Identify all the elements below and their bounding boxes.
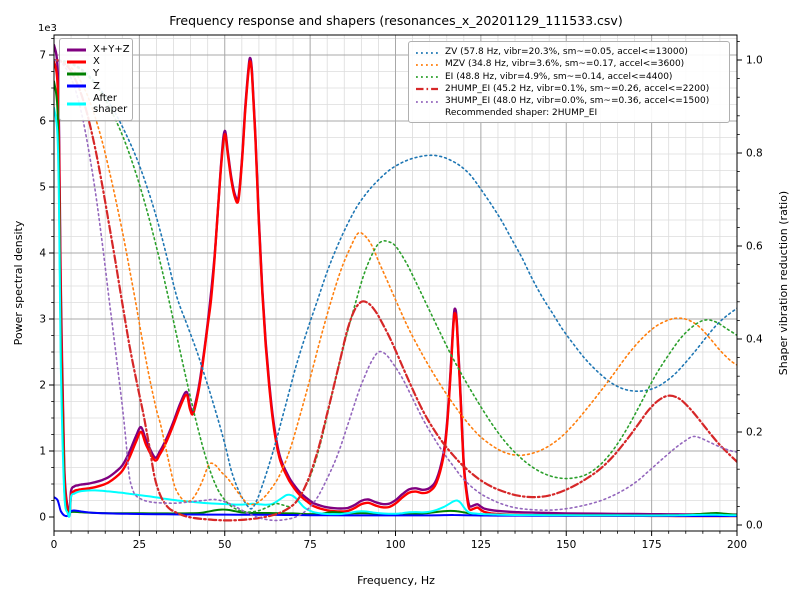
y-right-tick-label: 0.2 (746, 427, 763, 439)
y-left-tick-label: 1 (39, 446, 46, 458)
x-tick-label: 175 (642, 539, 662, 551)
chart-title: Frequency response and shapers (resonanc… (169, 13, 622, 28)
series-x-y-z (54, 43, 737, 516)
legend-entry: X+Y+Z (66, 44, 130, 55)
legend-entry-label: 3HUMP_EI (48.0 Hz, vibr=0.0%, sm~=0.36, … (445, 96, 710, 106)
legend-entry: ZV (57.8 Hz, vibr=20.3%, sm~=0.05, accel… (415, 47, 723, 58)
y-left-tick-label: 0 (39, 512, 46, 524)
legend-line-swatch (67, 102, 86, 106)
y-left-tick-label: 3 (39, 314, 46, 326)
series-mzv (54, 59, 737, 506)
y-left-tick-label: 5 (39, 182, 46, 194)
series-3hump-ei (54, 59, 737, 522)
legend-entry: After shaper (66, 92, 128, 115)
x-tick-label: 25 (133, 539, 146, 551)
legend-shapers: ZV (57.8 Hz, vibr=20.3%, sm~=0.05, accel… (408, 41, 730, 124)
data-curves (54, 43, 737, 522)
x-tick-label: 200 (727, 539, 747, 551)
x-tick-label: 125 (471, 539, 491, 551)
y-axis-offset-label: 1e3 (38, 23, 57, 34)
axis-tick-labels: 0 25 50 75 100 125 150 175 200 0 1 2 3 4 5 6 7 0.0 0.2 0.4 0… (39, 50, 763, 552)
y-left-tick-label: 7 (39, 50, 46, 62)
y-right-tick-label: 0.0 (746, 520, 763, 532)
series-zv (54, 59, 737, 510)
legend-recommended-shaper: Recommended shaper: 2HUMP_EI (445, 108, 598, 119)
y-right-tick-label: 0.8 (746, 148, 763, 160)
y-left-tick-label: 6 (39, 116, 46, 128)
x-tick-label: 100 (385, 539, 405, 551)
x-tick-label: 0 (51, 539, 58, 551)
legend-entry-label: Y (93, 68, 100, 80)
legend-entry: EI (48.8 Hz, vibr=4.9%, sm~=0.14, accel<… (415, 72, 723, 83)
y-axis-label-right: Shaper vibration reduction (ratio) (777, 191, 790, 375)
x-axis-label: Frequency, Hz (357, 574, 435, 587)
legend-line-swatch (416, 100, 438, 103)
legend-line-swatch (67, 72, 86, 76)
series-ei (54, 59, 737, 513)
legend-entry: 2HUMP_EI (45.2 Hz, vibr=0.1%, sm~=0.26, … (415, 84, 723, 95)
x-tick-label: 50 (218, 539, 231, 551)
legend-line-swatch (416, 76, 438, 79)
legend-entry-label: 2HUMP_EI (45.2 Hz, vibr=0.1%, sm~=0.26, … (445, 83, 710, 94)
axis-ticks (49, 38, 742, 536)
legend-line-swatch (67, 84, 86, 88)
legend-entry: X (66, 56, 126, 67)
legend-entry-label: After shaper (93, 92, 128, 115)
legend-line-swatch (67, 60, 86, 64)
legend-entry-label: X+Y+Z (93, 44, 130, 55)
legend-entry-label: ZV (57.8 Hz, vibr=20.3%, sm~=0.05, accel… (445, 47, 688, 57)
y-right-tick-label: 1.0 (746, 55, 763, 67)
legend-line-swatch (67, 48, 86, 52)
x-tick-label: 150 (556, 539, 576, 551)
series-after-shaper (54, 106, 737, 518)
y-right-tick-label: 0.4 (746, 334, 763, 346)
legend-entry-label: X (93, 56, 100, 68)
y-axis-label-left: Power spectral density (12, 220, 25, 345)
y-left-tick-label: 2 (39, 380, 46, 392)
x-tick-label: 75 (303, 539, 316, 551)
legend-entry-label: EI (48.8 Hz, vibr=4.9%, sm~=0.14, accel<… (445, 71, 673, 82)
legend-line-swatch (416, 63, 438, 66)
legend-entry-label: MZV (34.8 Hz, vibr=3.6%, sm~=0.17, accel… (445, 59, 685, 70)
y-left-tick-label: 4 (39, 248, 46, 260)
legend-entry: 3HUMP_EI (48.0 Hz, vibr=0.0%, sm~=0.36, … (415, 96, 723, 107)
legend-entry-label: Z (93, 80, 100, 92)
legend-entry: Z (66, 81, 126, 92)
legend-psd: X+Y+Z X Y Z After shaper (59, 38, 133, 122)
series-2hump-ei (54, 58, 737, 522)
series-x (54, 60, 737, 518)
legend-entry: Y (66, 68, 126, 79)
y-right-tick-label: 0.6 (746, 241, 763, 253)
legend-line-swatch (416, 51, 438, 54)
legend-line-swatch (416, 88, 438, 91)
legend-entry: MZV (34.8 Hz, vibr=3.6%, sm~=0.17, accel… (415, 59, 723, 70)
